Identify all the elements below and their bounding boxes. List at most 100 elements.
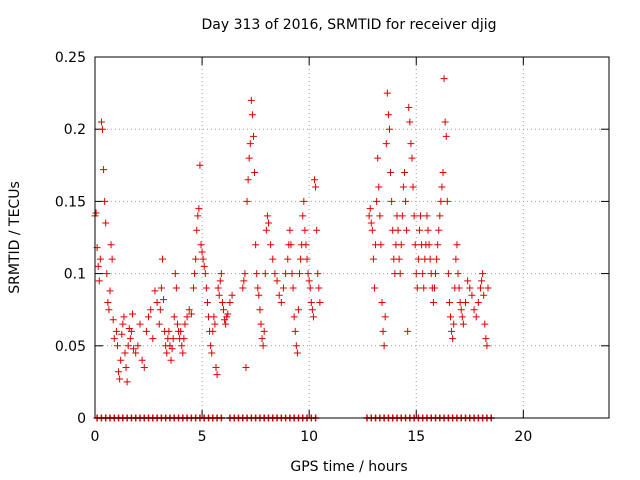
- data-point: [247, 96, 255, 104]
- data-point: [483, 342, 491, 350]
- data-point: [163, 349, 171, 357]
- data-point: [169, 335, 177, 343]
- data-point: [435, 226, 443, 234]
- data-point: [396, 270, 404, 278]
- data-point: [119, 320, 127, 328]
- data-point: [207, 342, 215, 350]
- data-point: [248, 111, 256, 119]
- y-axis-label: SRMTID / TECUs: [7, 181, 23, 294]
- data-point: [397, 241, 405, 249]
- data-point: [113, 342, 121, 350]
- data-point: [201, 270, 209, 278]
- data-point: [178, 342, 186, 350]
- y-tick-label: 0.2: [64, 122, 86, 138]
- data-point: [400, 169, 408, 177]
- data-point: [258, 335, 266, 343]
- data-point: [450, 320, 458, 328]
- y-tick-label: 0: [77, 411, 86, 427]
- data-point: [375, 183, 383, 191]
- data-point: [403, 226, 411, 234]
- x-tick-label: 5: [198, 429, 207, 445]
- data-point: [173, 320, 181, 328]
- data-point: [102, 219, 110, 227]
- data-point: [241, 270, 249, 278]
- data-point: [303, 255, 311, 263]
- data-point: [101, 197, 109, 205]
- data-point: [251, 169, 259, 177]
- data-point: [381, 313, 389, 321]
- data-point: [210, 313, 218, 321]
- data-point: [430, 284, 438, 292]
- data-point: [482, 335, 490, 343]
- data-point: [167, 356, 175, 364]
- data-point: [271, 270, 279, 278]
- data-point: [411, 241, 419, 249]
- data-point: [260, 327, 268, 335]
- data-point: [395, 255, 403, 263]
- data-point: [277, 298, 285, 306]
- data-point: [192, 255, 200, 263]
- data-point: [121, 349, 129, 357]
- data-point: [314, 270, 322, 278]
- data-point: [172, 284, 180, 292]
- x-tick-label: 0: [91, 429, 100, 445]
- data-point: [423, 212, 431, 220]
- data-point: [107, 241, 115, 249]
- data-point: [294, 306, 302, 314]
- y-tick-label: 0.1: [64, 267, 86, 283]
- data-point: [413, 284, 421, 292]
- data-point: [436, 212, 444, 220]
- data-point: [480, 291, 488, 299]
- data-point: [313, 226, 321, 234]
- data-point: [301, 226, 309, 234]
- data-point: [291, 327, 299, 335]
- data-point: [304, 270, 312, 278]
- data-point: [300, 197, 308, 205]
- data-point: [202, 284, 210, 292]
- data-point: [181, 320, 189, 328]
- data-point: [127, 327, 135, 335]
- data-point: [199, 255, 207, 263]
- data-point: [425, 241, 433, 249]
- data-point: [434, 241, 442, 249]
- data-point: [479, 270, 487, 278]
- data-point: [385, 125, 393, 133]
- data-point: [151, 287, 159, 295]
- data-point: [245, 154, 253, 162]
- data-point: [222, 320, 230, 328]
- data-point: [244, 176, 252, 184]
- x-tick-label: 20: [514, 429, 532, 445]
- data-point: [252, 241, 260, 249]
- data-point: [407, 140, 415, 148]
- data-point: [474, 298, 482, 306]
- x-axis-label: GPS time / hours: [290, 459, 407, 475]
- data-point: [212, 363, 220, 371]
- data-point: [185, 306, 193, 314]
- data-point: [218, 298, 226, 306]
- data-point: [109, 316, 117, 324]
- data-point: [255, 291, 263, 299]
- data-point: [405, 104, 413, 112]
- data-point: [292, 342, 300, 350]
- data-point: [419, 270, 427, 278]
- data-point: [97, 118, 105, 126]
- data-point: [315, 284, 323, 292]
- data-point: [261, 270, 269, 278]
- data-point: [123, 378, 131, 386]
- data-point: [117, 356, 125, 364]
- data-point: [290, 313, 298, 321]
- data-point: [445, 298, 453, 306]
- data-point: [226, 298, 234, 306]
- data-point: [457, 306, 465, 314]
- data-point: [383, 89, 391, 97]
- data-point: [211, 320, 219, 328]
- data-point: [316, 298, 324, 306]
- data-point: [408, 154, 416, 162]
- data-point: [455, 284, 463, 292]
- data-point: [448, 327, 456, 335]
- data-point: [368, 226, 376, 234]
- data-point: [104, 298, 112, 306]
- data-point: [484, 284, 492, 292]
- data-point: [384, 111, 392, 119]
- data-point: [273, 277, 281, 285]
